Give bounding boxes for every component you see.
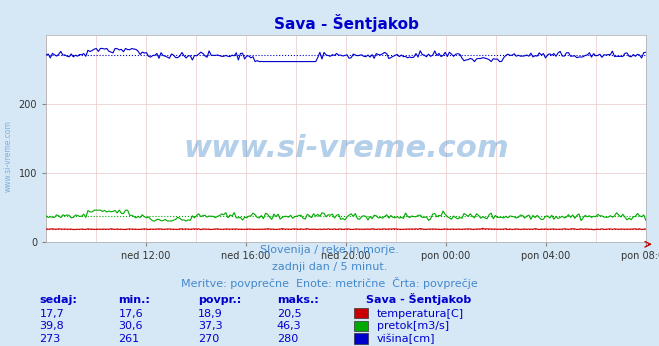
Text: zadnji dan / 5 minut.: zadnji dan / 5 minut.	[272, 262, 387, 272]
Text: Meritve: povprečne  Enote: metrične  Črta: povprečje: Meritve: povprečne Enote: metrične Črta:…	[181, 277, 478, 289]
Text: 17,6: 17,6	[119, 309, 143, 319]
Text: 39,8: 39,8	[40, 321, 65, 331]
Text: 261: 261	[119, 334, 140, 344]
Text: 18,9: 18,9	[198, 309, 223, 319]
Text: 37,3: 37,3	[198, 321, 222, 331]
Text: pretok[m3/s]: pretok[m3/s]	[377, 321, 449, 331]
Text: www.si-vreme.com: www.si-vreme.com	[183, 134, 509, 163]
Text: min.:: min.:	[119, 295, 150, 305]
Title: Sava - Šentjakob: Sava - Šentjakob	[273, 14, 418, 32]
Text: 270: 270	[198, 334, 219, 344]
Text: temperatura[C]: temperatura[C]	[377, 309, 464, 319]
Text: www.si-vreme.com: www.si-vreme.com	[3, 120, 13, 192]
Text: povpr.:: povpr.:	[198, 295, 241, 305]
Text: Sava - Šentjakob: Sava - Šentjakob	[366, 293, 471, 305]
Text: 46,3: 46,3	[277, 321, 301, 331]
Text: 17,7: 17,7	[40, 309, 65, 319]
Text: 280: 280	[277, 334, 298, 344]
Text: Slovenija / reke in morje.: Slovenija / reke in morje.	[260, 245, 399, 255]
Text: maks.:: maks.:	[277, 295, 318, 305]
Text: sedaj:: sedaj:	[40, 295, 77, 305]
Text: 30,6: 30,6	[119, 321, 143, 331]
Text: višina[cm]: višina[cm]	[377, 334, 436, 344]
Text: 20,5: 20,5	[277, 309, 301, 319]
Text: 273: 273	[40, 334, 61, 344]
